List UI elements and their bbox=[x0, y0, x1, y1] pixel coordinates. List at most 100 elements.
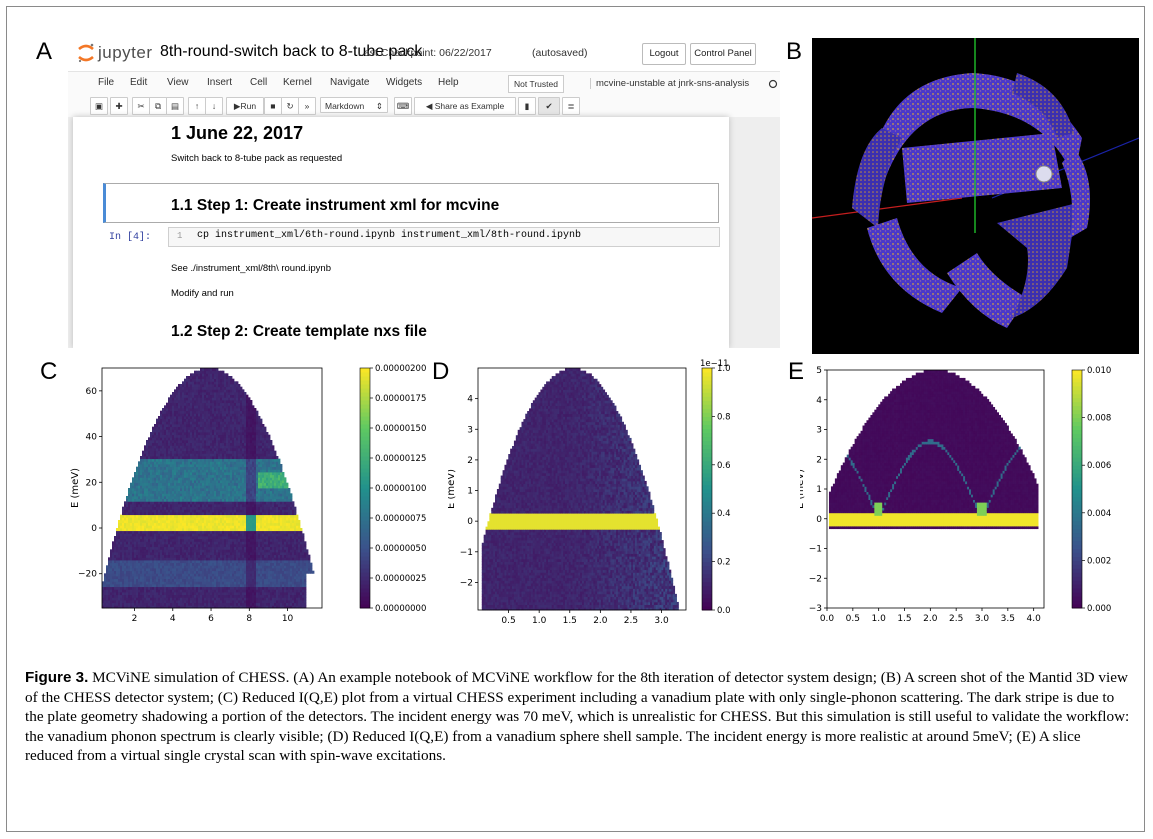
menu-insert[interactable]: Insert bbox=[207, 77, 233, 88]
heatmap-cell bbox=[114, 546, 117, 550]
heatmap-cell bbox=[158, 528, 161, 532]
share-as-example-button[interactable]: ◀ Share as Example bbox=[414, 97, 516, 115]
heatmap-cell bbox=[104, 597, 107, 601]
heatmap-cell bbox=[208, 533, 211, 537]
heatmap-cell bbox=[196, 445, 199, 449]
menu-view[interactable]: View bbox=[167, 77, 189, 88]
heatmap-cell bbox=[186, 498, 189, 502]
move-down-icon[interactable]: ↓ bbox=[205, 97, 223, 115]
heatmap-cell bbox=[214, 410, 217, 414]
check-icon[interactable]: ✔ bbox=[538, 97, 560, 115]
heatmap-cell bbox=[186, 488, 189, 492]
heatmap-cell bbox=[216, 386, 219, 390]
heatmap-cell bbox=[236, 568, 239, 572]
heatmap-cell bbox=[144, 504, 147, 508]
menu-kernel[interactable]: Kernel bbox=[283, 77, 312, 88]
cut-icon[interactable]: ✂ bbox=[132, 97, 150, 115]
heatmap-cell bbox=[172, 392, 175, 396]
heatmap-cell bbox=[202, 381, 205, 385]
insert-cell-icon[interactable]: ✚ bbox=[110, 97, 128, 115]
heatmap-cell bbox=[186, 445, 189, 449]
paste-icon[interactable]: ▤ bbox=[166, 97, 184, 115]
menu-widgets[interactable]: Widgets bbox=[386, 77, 423, 88]
heatmap-cell bbox=[130, 509, 133, 513]
heatmap-cell bbox=[236, 384, 239, 388]
notebook-title[interactable]: 8th-round-switch back to 8-tube pack bbox=[160, 43, 423, 60]
heatmap-cell bbox=[236, 512, 239, 516]
heatmap-cell bbox=[206, 482, 209, 486]
heatmap-cell bbox=[222, 437, 225, 441]
heatmap-cell bbox=[118, 578, 121, 582]
heatmap-cell bbox=[204, 458, 207, 462]
menu-cell[interactable]: Cell bbox=[250, 77, 268, 88]
heatmap-cell bbox=[232, 525, 235, 529]
heatmap-cell bbox=[238, 530, 241, 534]
heatmap-cell bbox=[192, 570, 195, 574]
heatmap-cell bbox=[184, 602, 187, 606]
heatmap-cell bbox=[170, 400, 173, 404]
heatmap-cell bbox=[224, 437, 227, 441]
heatmap-cell bbox=[214, 434, 217, 438]
cell-type-select[interactable]: Markdown ⇕ bbox=[320, 97, 388, 113]
heatmap-cell bbox=[202, 570, 205, 574]
heatmap-cell bbox=[102, 602, 105, 606]
list-icon[interactable]: ≣ bbox=[562, 97, 580, 115]
heatmap-cell bbox=[162, 557, 165, 561]
heatmap-cell bbox=[220, 552, 223, 556]
heatmap-cell bbox=[216, 565, 219, 569]
heatmap-cell bbox=[184, 573, 187, 577]
heatmap-cell bbox=[244, 557, 247, 561]
heatmap-cell bbox=[210, 405, 213, 409]
heatmap-cell bbox=[238, 536, 241, 540]
heatmap-cell bbox=[186, 506, 189, 510]
bookmark-icon[interactable]: ▮ bbox=[518, 97, 536, 115]
not-trusted-badge[interactable]: Not Trusted bbox=[508, 75, 564, 93]
heatmap-cell bbox=[216, 442, 219, 446]
run-button[interactable]: ▶Run bbox=[226, 97, 264, 115]
heatmap-cell bbox=[200, 536, 203, 540]
menu-edit[interactable]: Edit bbox=[130, 77, 148, 88]
heatmap-cell bbox=[200, 464, 203, 468]
menu-help[interactable]: Help bbox=[438, 77, 459, 88]
heatmap-cell bbox=[154, 584, 157, 588]
restart-icon[interactable]: ↻ bbox=[281, 97, 299, 115]
code-cell[interactable]: 1 cp instrument_xml/6th-round.ipynb inst… bbox=[168, 227, 720, 247]
heatmap-cell bbox=[230, 456, 233, 460]
heatmap-cell bbox=[234, 400, 237, 404]
heatmap-cell bbox=[132, 600, 135, 604]
heatmap-cell bbox=[126, 522, 129, 526]
heatmap-cell bbox=[242, 602, 245, 606]
heatmap-cell bbox=[188, 405, 191, 409]
heatmap-cell bbox=[232, 450, 235, 454]
heatmap-cell bbox=[230, 562, 233, 566]
fast-forward-icon[interactable]: » bbox=[298, 97, 316, 115]
heatmap-cell bbox=[158, 512, 161, 516]
heatmap-cell bbox=[234, 488, 237, 492]
selected-markdown-cell[interactable] bbox=[103, 183, 719, 223]
menu-file[interactable]: File bbox=[98, 77, 115, 88]
heatmap-cell bbox=[168, 448, 171, 452]
heatmap-cell bbox=[228, 424, 231, 428]
interrupt-icon[interactable]: ■ bbox=[264, 97, 282, 115]
heatmap-cell bbox=[234, 397, 237, 401]
copy-icon[interactable]: ⧉ bbox=[149, 97, 167, 115]
heatmap-cell bbox=[180, 522, 183, 526]
heatmap-cell bbox=[224, 584, 227, 588]
heatmap-cell bbox=[210, 464, 213, 468]
heatmap-cell bbox=[216, 472, 219, 476]
move-up-icon[interactable]: ↑ bbox=[188, 97, 206, 115]
keyboard-icon[interactable]: ⌨ bbox=[394, 97, 412, 115]
heatmap-cell bbox=[112, 541, 115, 545]
control-panel-button[interactable]: Control Panel bbox=[690, 43, 756, 65]
heatmap-cell bbox=[192, 426, 195, 430]
heatmap-cell bbox=[204, 402, 207, 406]
heatmap-cell bbox=[226, 512, 229, 516]
heatmap-cell bbox=[184, 496, 187, 500]
menu-navigate[interactable]: Navigate bbox=[330, 77, 370, 88]
heatmap-cell bbox=[212, 600, 215, 604]
heatmap-cell bbox=[202, 469, 205, 473]
heatmap-cell bbox=[216, 578, 219, 582]
save-icon[interactable]: ▣ bbox=[90, 97, 108, 115]
heatmap-cell bbox=[182, 544, 185, 548]
logout-button[interactable]: Logout bbox=[642, 43, 686, 65]
